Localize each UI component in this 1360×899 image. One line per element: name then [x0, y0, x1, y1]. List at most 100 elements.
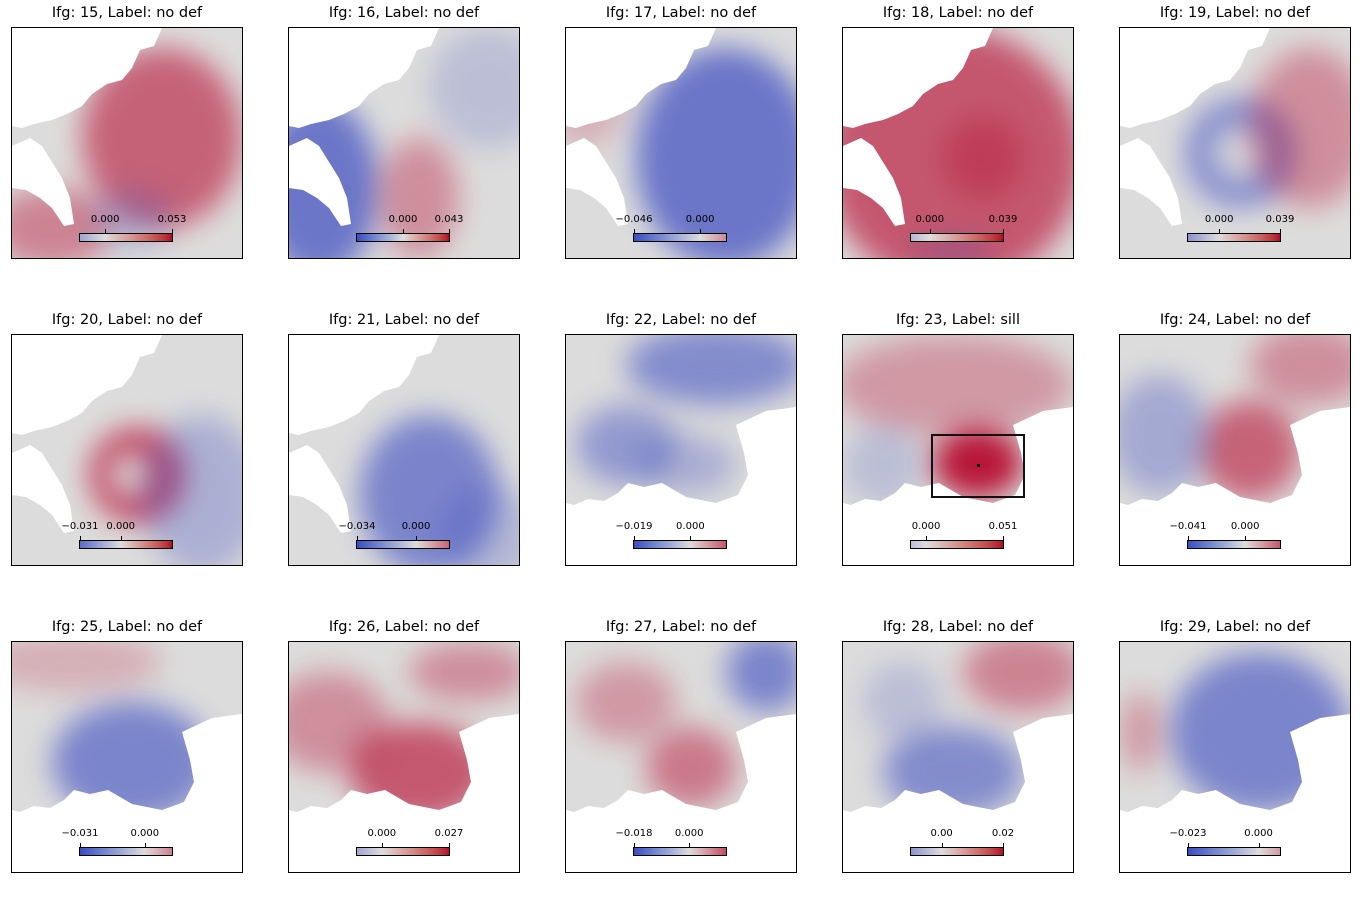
colorbar-tick-mark: [403, 229, 404, 233]
colorbar-tick-mark: [105, 229, 107, 233]
deformation-map-image: [566, 28, 796, 258]
deformation-map: [565, 334, 797, 566]
colorbar-tick-mark: [1003, 536, 1004, 540]
colorbar-tick-label: −0.041: [1169, 521, 1207, 532]
colorbar-tick-label: 0.000: [1204, 214, 1234, 225]
panel-title: Ifg: 19, Label: no def: [1159, 5, 1311, 21]
colorbar-tick-mark: [1188, 536, 1189, 540]
interferogram-panel: Ifg: 17, Label: no def −0.046 0.000: [565, 5, 797, 285]
colorbar: [1187, 540, 1281, 549]
colorbar-tick-mark: [634, 229, 635, 233]
panel-title: Ifg: 24, Label: no def: [1159, 312, 1311, 328]
deformation-map: [288, 27, 520, 259]
colorbar-tick-mark: [1003, 843, 1004, 847]
colorbar-tick-mark: [449, 843, 450, 847]
deformation-map: [565, 27, 797, 259]
colorbar-tick-label: 0.027: [434, 828, 464, 839]
colorbar-tick-mark: [172, 229, 173, 233]
colorbar-tick-label: 0.000: [674, 828, 704, 839]
colorbar-tick-label: −0.018: [615, 828, 653, 839]
interferogram-panel: Ifg: 25, Label: no def −0.031 0.000: [11, 619, 243, 899]
colorbar-tick-label: 0.000: [685, 214, 715, 225]
colorbar-tick-label: 0.000: [676, 521, 705, 532]
colorbar-tick-label: 0.000: [367, 828, 397, 839]
colorbar-tick-label: −0.031: [61, 521, 99, 532]
colorbar-tick-mark: [689, 843, 691, 847]
deformation-map-image: [843, 642, 1073, 812]
deformation-map-image: [1120, 28, 1350, 258]
colorbar-tick-label: −0.031: [61, 828, 99, 839]
colorbar: [1187, 847, 1281, 856]
colorbar-tick-label: 0.051: [988, 521, 1018, 532]
deformation-map-image: [12, 642, 242, 812]
deformation-map: [288, 334, 520, 566]
deformation-map-image: [566, 335, 796, 505]
deformation-map: [565, 641, 797, 873]
colorbar-tick-mark: [120, 536, 122, 540]
interferogram-panel: Ifg: 21, Label: no def −0.034 0.000: [288, 312, 520, 592]
deformation-map: [842, 27, 1074, 259]
colorbar-tick-mark: [144, 843, 146, 847]
colorbar-tick-mark: [1258, 843, 1260, 847]
colorbar: [910, 540, 1004, 549]
colorbar-tick-mark: [80, 843, 81, 847]
deformation-map-image: [843, 28, 1073, 258]
deformation-map-image: [289, 335, 519, 565]
deformation-map-image: [289, 28, 519, 258]
colorbar: [356, 540, 450, 549]
colorbar: [910, 847, 1004, 856]
panel-title: Ifg: 16, Label: no def: [328, 5, 480, 21]
colorbar-tick-label: −0.034: [338, 521, 376, 532]
colorbar-tick-label: −0.046: [615, 214, 653, 225]
colorbar-tick-label: 0.000: [401, 521, 431, 532]
interferogram-panel: Ifg: 23, Label: sill 0.000 0.051: [842, 312, 1074, 592]
colorbar-tick-mark: [1245, 536, 1247, 540]
colorbar: [356, 847, 450, 856]
colorbar-tick-mark: [700, 229, 702, 233]
colorbar-tick-mark: [690, 536, 692, 540]
colorbar-tick-label: 0.000: [130, 828, 160, 839]
colorbar-tick-label: 0.02: [991, 828, 1015, 839]
colorbar-tick-label: 0.043: [434, 214, 464, 225]
interferogram-panel: Ifg: 19, Label: no def 0.000 0.039: [1119, 5, 1351, 285]
interferogram-panel: Ifg: 26, Label: no def 0.000 0.027: [288, 619, 520, 899]
deformation-map: [11, 641, 243, 873]
colorbar-tick-label: 0.000: [915, 214, 945, 225]
deformation-map-image: [1120, 642, 1350, 812]
panel-title: Ifg: 15, Label: no def: [51, 5, 203, 21]
colorbar-tick-mark: [929, 229, 931, 233]
deformation-map: [288, 641, 520, 873]
panel-title: Ifg: 18, Label: no def: [882, 5, 1034, 21]
interferogram-panel: Ifg: 16, Label: no def 0.000 0.043: [288, 5, 520, 285]
deformation-map-image: [289, 642, 519, 812]
colorbar-tick-mark: [381, 843, 383, 847]
colorbar-tick-label: 0.00: [930, 828, 953, 839]
colorbar-tick-label: 0.039: [1265, 214, 1295, 225]
colorbar-tick-mark: [1280, 229, 1281, 233]
deformation-map-image: [566, 642, 796, 812]
colorbar: [79, 847, 173, 856]
interferogram-panel: Ifg: 22, Label: no def −0.019 0.000: [565, 312, 797, 592]
colorbar-tick-label: −0.023: [1169, 828, 1207, 839]
deformation-map: [11, 334, 243, 566]
interferogram-panel: Ifg: 24, Label: no def −0.041 0.000: [1119, 312, 1351, 592]
colorbar: [79, 540, 173, 549]
deformation-map: [11, 27, 243, 259]
colorbar-tick-mark: [357, 536, 358, 540]
deformation-map: [1119, 641, 1351, 873]
deformation-map-image: [843, 335, 1073, 505]
colorbar-tick-label: 0.000: [1244, 828, 1273, 839]
interferogram-panel: Ifg: 28, Label: no def 0.00 0.02: [842, 619, 1074, 899]
colorbar: [633, 847, 727, 856]
interferogram-panel: Ifg: 15, Label: no def 0.000 0.053: [11, 5, 243, 285]
colorbar-tick-mark: [1003, 229, 1004, 233]
deformation-map: [1119, 27, 1351, 259]
panel-title: Ifg: 21, Label: no def: [328, 312, 480, 328]
panel-title: Ifg: 20, Label: no def: [51, 312, 203, 328]
colorbar-tick-mark: [1219, 229, 1221, 233]
interferogram-panel: Ifg: 29, Label: no def −0.023 0.000: [1119, 619, 1351, 899]
deformation-map-image: [12, 28, 242, 258]
colorbar: [633, 233, 727, 242]
deformation-map: [1119, 334, 1351, 566]
colorbar: [79, 233, 173, 242]
